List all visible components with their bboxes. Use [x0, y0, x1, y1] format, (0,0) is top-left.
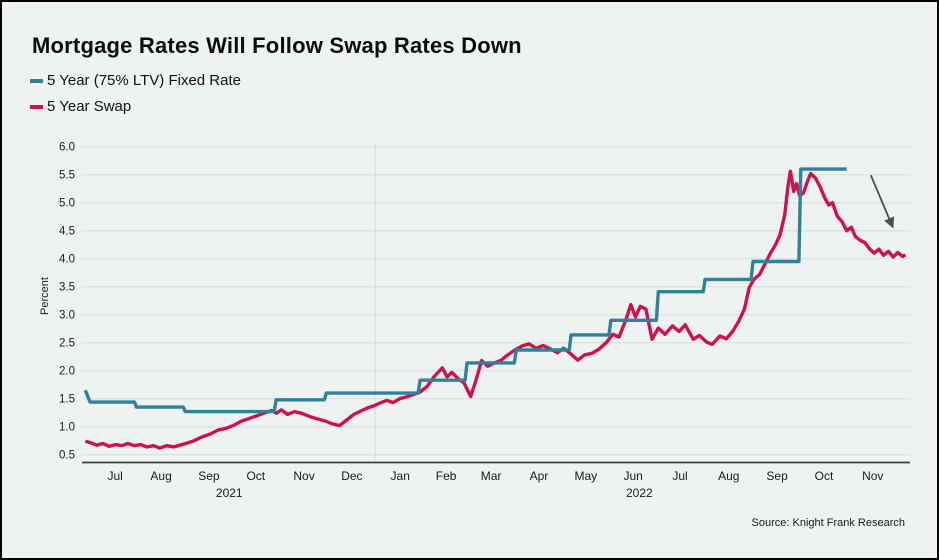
- x-tick-label: Mar: [481, 469, 502, 483]
- x-tick-label: Nov: [862, 469, 883, 483]
- x-year-label: 2021: [216, 486, 243, 500]
- x-tick-label: Jun: [623, 469, 642, 483]
- x-tick-label: Jul: [107, 469, 122, 483]
- x-year-label: 2022: [626, 486, 653, 500]
- x-tick-label: Jul: [672, 469, 687, 483]
- y-axis-title: Percent: [39, 277, 51, 315]
- x-tick-label: Aug: [150, 469, 171, 483]
- legend-item-fixed-rate: 5 Year (75% LTV) Fixed Rate: [30, 72, 241, 89]
- y-tick-label: 3.0: [59, 310, 75, 322]
- y-tick-label: 3.5: [59, 282, 75, 294]
- y-tick-label: 2.0: [59, 366, 75, 378]
- x-tick-label: Sep: [198, 469, 220, 483]
- y-tick-label: 6.0: [59, 142, 75, 154]
- y-tick-label: 1.5: [59, 394, 75, 406]
- x-tick-label: Aug: [718, 469, 739, 483]
- source-attribution: Source: Knight Frank Research: [751, 517, 905, 529]
- fixed-rate-legend-dash-icon: [30, 78, 43, 83]
- y-tick-label: 1.0: [59, 422, 75, 434]
- y-tick-label: 5.5: [59, 170, 75, 182]
- y-tick-label: 4.5: [59, 226, 75, 238]
- y-tick-label: 0.5: [59, 450, 75, 462]
- x-tick-label: Nov: [293, 469, 314, 483]
- x-tick-label: Apr: [530, 469, 549, 483]
- x-tick-label: Feb: [436, 469, 457, 483]
- x-tick-label: Oct: [815, 469, 834, 483]
- fixed-rate-line: [83, 167, 847, 414]
- y-tick-label: 2.5: [59, 338, 75, 350]
- swap-rate-line: [84, 169, 907, 450]
- y-tick-label: 5.0: [59, 198, 75, 210]
- chart-title: Mortgage Rates Will Follow Swap Rates Do…: [32, 33, 522, 58]
- x-tick-label: Jan: [391, 469, 410, 483]
- x-tick-label: May: [574, 469, 597, 483]
- x-tick-label: Oct: [246, 469, 265, 483]
- downward-trend-arrow-icon: [870, 174, 895, 229]
- y-tick-label: 4.0: [59, 254, 75, 266]
- x-tick-label: Dec: [341, 469, 362, 483]
- legend-item-swap: 5 Year Swap: [30, 98, 131, 115]
- legend-label-fixed-rate: 5 Year (75% LTV) Fixed Rate: [47, 72, 241, 89]
- x-tick-label: Sep: [766, 469, 788, 483]
- swap-legend-dash-icon: [30, 104, 43, 109]
- legend-label-swap: 5 Year Swap: [47, 98, 132, 115]
